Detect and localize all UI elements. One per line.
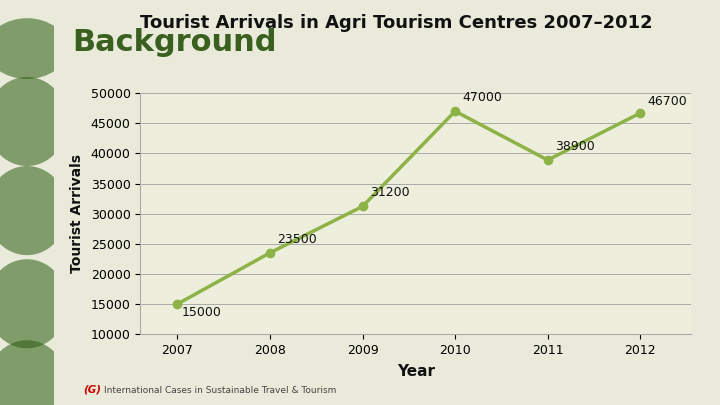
Text: 31200: 31200 xyxy=(370,186,410,199)
Ellipse shape xyxy=(0,259,68,348)
Ellipse shape xyxy=(0,77,68,166)
Text: 46700: 46700 xyxy=(648,95,688,108)
Text: Tourist Arrivals in Agri Tourism Centres 2007–2012: Tourist Arrivals in Agri Tourism Centres… xyxy=(140,14,652,32)
Ellipse shape xyxy=(0,340,68,405)
Y-axis label: Tourist Arrivals: Tourist Arrivals xyxy=(70,154,84,273)
Text: 15000: 15000 xyxy=(182,306,222,319)
Text: International Cases in Sustainable Travel & Tourism: International Cases in Sustainable Trave… xyxy=(104,386,337,395)
Text: 47000: 47000 xyxy=(462,91,503,104)
Ellipse shape xyxy=(0,166,68,255)
Ellipse shape xyxy=(0,18,68,79)
Text: 38900: 38900 xyxy=(555,140,595,153)
Text: 23500: 23500 xyxy=(277,232,317,245)
Text: (G): (G) xyxy=(83,385,101,395)
Text: Background: Background xyxy=(72,28,276,58)
X-axis label: Year: Year xyxy=(397,364,435,379)
